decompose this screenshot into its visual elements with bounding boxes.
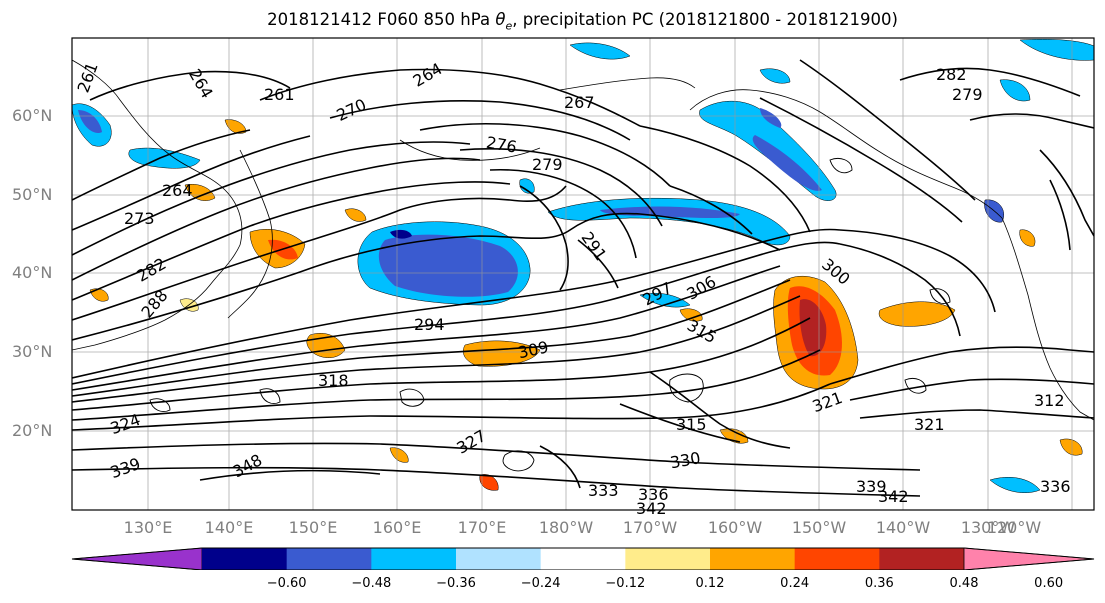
colorbar-tick-label: 0.48 (949, 576, 979, 591)
colorbar-segment (879, 548, 965, 570)
lon-label: 170°W (622, 518, 678, 537)
colorbar-extension-low (71, 547, 203, 570)
figure-title: 2018121412 F060 850 hPa θe, precipitatio… (0, 10, 1105, 32)
contour-label: 342 (636, 499, 667, 518)
lat-label-30n: 30°N (12, 342, 53, 361)
contour-label: 294 (414, 315, 445, 334)
lon-label: 150°W (791, 518, 847, 537)
map-frame (71, 37, 1095, 511)
lat-label-50n: 50°N (12, 185, 53, 204)
colorbar-segment (625, 548, 711, 570)
contour-label: 336 (1040, 477, 1071, 496)
map-plot: 261 264 261 264 270 267 276 279 264 273 … (71, 37, 1095, 518)
colorbar-tick-label: −0.24 (520, 576, 561, 591)
theta-e-contours (72, 59, 1094, 497)
colorbar-segment (456, 548, 542, 570)
colorbar-extension-high (963, 547, 1095, 570)
colorbar-tick-label: 0.12 (695, 576, 725, 591)
lat-label-40n: 40°N (12, 263, 53, 282)
minor-contours (149, 158, 951, 472)
lat-label-20n: 20°N (12, 421, 53, 440)
colorbar-outline (71, 547, 1095, 570)
lon-label: 160°E (372, 518, 422, 537)
contour-label: 321 (914, 415, 945, 434)
colorbar-tick-label: 0.36 (864, 576, 894, 591)
colorbar-tick-label: −0.60 (266, 576, 307, 591)
contour-label: 261 (264, 85, 295, 104)
contour-label: 273 (124, 209, 155, 228)
lon-label: 140°W (875, 518, 931, 537)
lon-label: 160°W (707, 518, 763, 537)
contour-label: 264 (162, 181, 193, 200)
coastlines (72, 59, 1094, 421)
colorbar-segments (71, 547, 1095, 570)
colorbar-segment (286, 548, 372, 570)
contour-label: 342 (878, 487, 909, 506)
colorbar-tick-label: 0.24 (780, 576, 810, 591)
colorbar-tick-label: −0.36 (436, 576, 476, 591)
contour-label: 339 (856, 477, 887, 496)
title-theta: θ (495, 10, 506, 29)
colorbar-segment (202, 548, 288, 570)
lon-label: 170°E (457, 518, 507, 537)
contour-label: 282 (936, 65, 967, 84)
contour-label: 336 (638, 485, 669, 504)
contour-label: 318 (318, 371, 349, 390)
lat-label-60n: 60°N (12, 106, 53, 125)
contour-label: 279 (952, 85, 983, 104)
contour-label: 315 (676, 415, 707, 434)
lon-label: 130°W (960, 518, 1016, 537)
contour-label: 312 (1034, 391, 1065, 410)
colorbar-segment (540, 548, 626, 570)
title-prefix: 2018121412 F060 850 hPa (267, 10, 496, 29)
colorbar-tick-label: −0.48 (351, 576, 392, 591)
graticule (72, 38, 1094, 510)
lon-label: 140°E (204, 518, 254, 537)
colorbar (71, 547, 1095, 570)
colorbar-tick-label: −0.12 (605, 576, 646, 591)
colorbar-tick-label: 0.60 (1034, 576, 1064, 591)
contour-label: 333 (588, 481, 619, 500)
lon-label: 120°W (986, 518, 1042, 537)
lon-label: 180°W (538, 518, 594, 537)
contour-label: 267 (564, 93, 595, 112)
colorbar-segment (794, 548, 880, 570)
contour-label: 279 (532, 155, 563, 174)
lon-label: 150°E (288, 518, 338, 537)
colorbar-segment (710, 548, 796, 570)
title-theta-subscript: e (505, 19, 513, 33)
title-suffix: , precipitation PC (2018121800 - 2018121… (512, 10, 898, 29)
lon-label: 130°E (123, 518, 173, 537)
colorbar-segment (371, 548, 457, 570)
